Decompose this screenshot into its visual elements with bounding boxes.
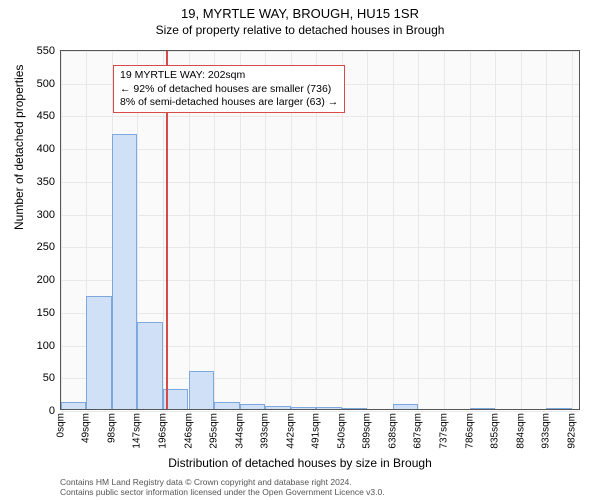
y-tick-label: 100 [37, 340, 55, 352]
gridline-vertical [521, 51, 522, 409]
x-tick-label: 589sqm [362, 413, 373, 449]
histogram-bar [316, 407, 341, 409]
y-tick-label: 200 [37, 274, 55, 286]
x-tick-label: 638sqm [387, 413, 398, 449]
histogram-bar [137, 322, 162, 409]
x-tick-label: 295sqm [209, 413, 220, 449]
x-tick-label: 442sqm [285, 413, 296, 449]
x-tick-label: 737sqm [439, 413, 450, 449]
x-tick-label: 933sqm [541, 413, 552, 449]
histogram-bar [214, 402, 239, 409]
histogram-bar [61, 402, 86, 409]
y-tick-label: 450 [37, 110, 55, 122]
gridline-horizontal [61, 149, 579, 150]
page-subtitle: Size of property relative to detached ho… [0, 21, 600, 37]
gridline-vertical [495, 51, 496, 409]
gridline-vertical [367, 51, 368, 409]
histogram-bar [112, 134, 137, 409]
histogram-bar [265, 406, 290, 409]
y-tick-label: 300 [37, 209, 55, 221]
x-tick-label: 49sqm [81, 413, 92, 443]
y-tick-label: 250 [37, 241, 55, 253]
gridline-horizontal [61, 51, 579, 52]
gridline-vertical [444, 51, 445, 409]
histogram-bar [342, 408, 367, 409]
x-tick-label: 246sqm [183, 413, 194, 449]
gridline-vertical [418, 51, 419, 409]
y-tick-label: 150 [37, 307, 55, 319]
histogram-chart: 0501001502002503003504004505005500sqm49s… [60, 50, 580, 410]
y-tick-label: 550 [37, 45, 55, 57]
gridline-vertical [61, 51, 62, 409]
y-tick-label: 350 [37, 176, 55, 188]
x-tick-label: 196sqm [157, 413, 168, 449]
gridline-horizontal [61, 411, 579, 412]
x-tick-label: 982sqm [566, 413, 577, 449]
histogram-bar [240, 404, 265, 409]
histogram-bar [470, 408, 495, 409]
y-tick-label: 0 [49, 405, 55, 417]
histogram-bar [546, 408, 571, 409]
gridline-vertical [572, 51, 573, 409]
plot-area: 0501001502002503003504004505005500sqm49s… [60, 50, 580, 410]
gridline-horizontal [61, 182, 579, 183]
gridline-horizontal [61, 247, 579, 248]
x-tick-label: 344sqm [234, 413, 245, 449]
x-tick-label: 835sqm [490, 413, 501, 449]
x-tick-label: 393sqm [260, 413, 271, 449]
gridline-vertical [393, 51, 394, 409]
annotation-line: ← 92% of detached houses are smaller (73… [120, 83, 338, 96]
x-tick-label: 98sqm [106, 413, 117, 443]
y-axis-label: Number of detached properties [12, 65, 26, 230]
annotation-line: 19 MYRTLE WAY: 202sqm [120, 69, 338, 82]
gridline-horizontal [61, 313, 579, 314]
histogram-bar [86, 296, 111, 409]
annotation-line: 8% of semi-detached houses are larger (6… [120, 96, 338, 109]
x-axis-label: Distribution of detached houses by size … [0, 456, 600, 470]
x-tick-label: 0sqm [56, 413, 67, 437]
gridline-horizontal [61, 280, 579, 281]
y-tick-label: 500 [37, 78, 55, 90]
gridline-horizontal [61, 116, 579, 117]
x-tick-label: 147sqm [132, 413, 143, 449]
x-tick-label: 884sqm [515, 413, 526, 449]
gridline-horizontal [61, 215, 579, 216]
annotation-box: 19 MYRTLE WAY: 202sqm← 92% of detached h… [113, 65, 345, 112]
histogram-bar [189, 371, 214, 409]
histogram-bar [393, 404, 418, 409]
x-tick-label: 491sqm [311, 413, 322, 449]
gridline-vertical [470, 51, 471, 409]
page-title: 19, MYRTLE WAY, BROUGH, HU15 1SR [0, 0, 600, 21]
footer-line: Contains public sector information licen… [60, 488, 385, 498]
x-tick-label: 687sqm [413, 413, 424, 449]
histogram-bar [291, 407, 316, 409]
x-tick-label: 786sqm [464, 413, 475, 449]
footer-attribution: Contains HM Land Registry data © Crown c… [60, 478, 385, 498]
y-tick-label: 400 [37, 143, 55, 155]
gridline-vertical [546, 51, 547, 409]
x-tick-label: 540sqm [336, 413, 347, 449]
y-tick-label: 50 [43, 372, 55, 384]
